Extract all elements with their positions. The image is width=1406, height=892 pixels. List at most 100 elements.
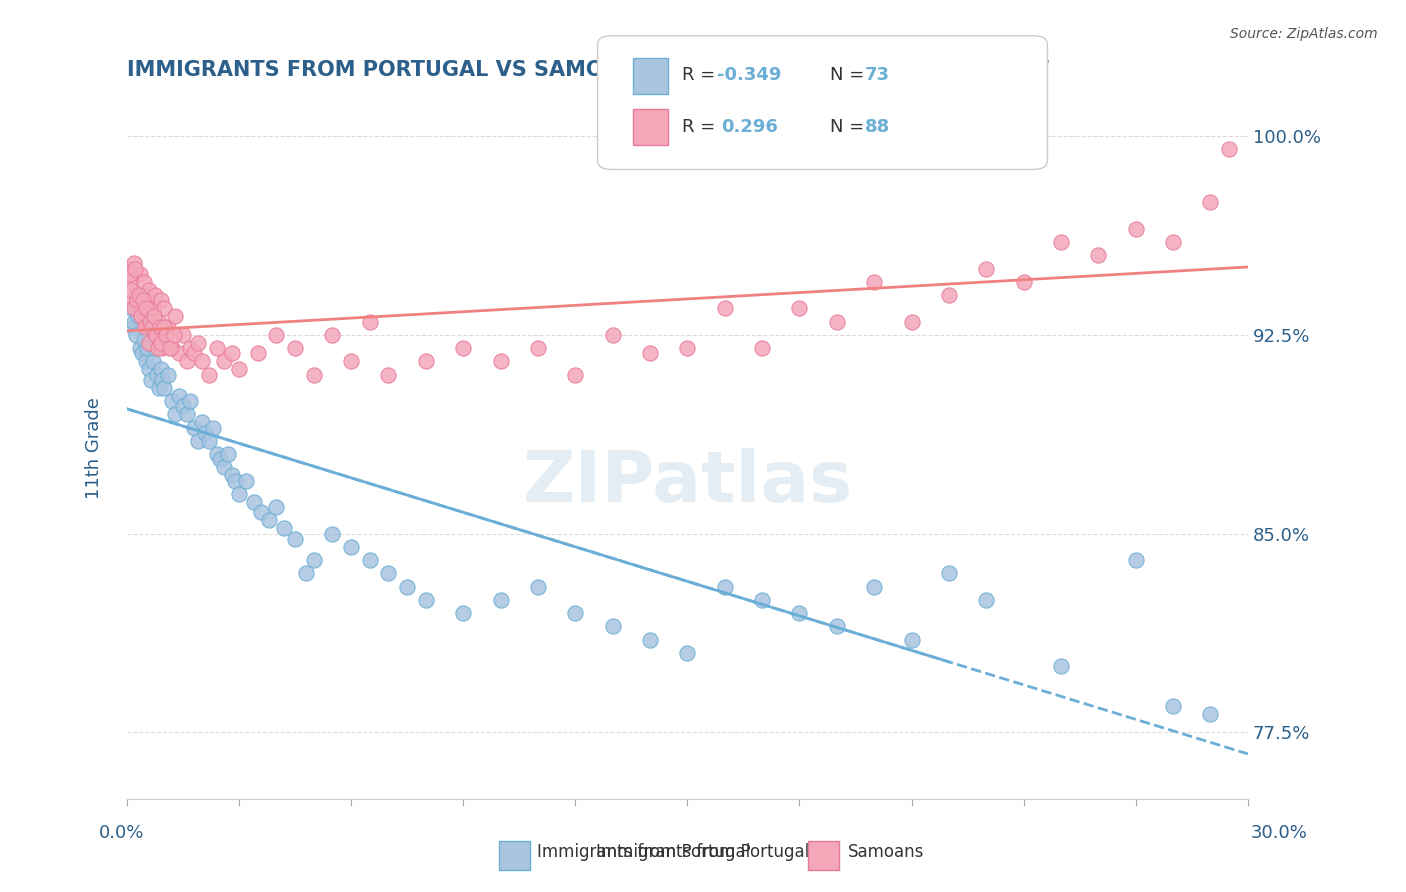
Point — [165, 310, 187, 324]
Point — [789, 301, 811, 316]
Point — [205, 447, 228, 461]
Point — [451, 341, 474, 355]
Point — [146, 327, 169, 342]
Point — [527, 341, 550, 355]
Point — [564, 368, 586, 382]
Text: Source: ZipAtlas.com: Source: ZipAtlas.com — [1230, 27, 1378, 41]
Point — [321, 526, 343, 541]
Point — [176, 354, 198, 368]
Point — [138, 362, 160, 376]
Point — [638, 632, 661, 647]
Text: Samoans: Samoans — [848, 843, 924, 861]
Point — [183, 420, 205, 434]
Point — [148, 315, 170, 329]
Point — [863, 580, 886, 594]
Point — [377, 566, 399, 581]
Point — [938, 288, 960, 302]
Point — [135, 354, 157, 368]
Point — [132, 333, 155, 347]
Point — [131, 346, 153, 360]
Point — [141, 320, 163, 334]
Point — [564, 606, 586, 620]
Point — [167, 389, 190, 403]
Point — [152, 373, 174, 387]
Point — [1125, 553, 1147, 567]
Point — [243, 495, 266, 509]
Point — [121, 293, 143, 308]
Point — [139, 315, 162, 329]
Point — [134, 320, 156, 334]
Point — [150, 335, 173, 350]
Text: Immigrants from Portugal: Immigrants from Portugal — [596, 843, 810, 861]
Text: 0.0%: 0.0% — [98, 824, 143, 842]
Point — [135, 301, 157, 316]
Point — [124, 256, 146, 270]
Point — [125, 288, 148, 302]
Point — [153, 301, 176, 316]
Point — [676, 646, 699, 660]
Point — [1161, 698, 1184, 713]
Point — [713, 301, 735, 316]
Point — [155, 327, 177, 342]
Point — [159, 341, 181, 355]
Point — [602, 619, 624, 633]
Point — [179, 394, 201, 409]
Point — [187, 335, 209, 350]
Text: -0.349: -0.349 — [717, 66, 782, 84]
Point — [187, 434, 209, 448]
Point — [138, 283, 160, 297]
Point — [1125, 222, 1147, 236]
Point — [138, 335, 160, 350]
Point — [284, 532, 307, 546]
Point — [295, 566, 318, 581]
Point — [183, 346, 205, 360]
Point — [212, 354, 235, 368]
Point — [217, 447, 239, 461]
Point — [124, 261, 146, 276]
Text: ZIPatlas: ZIPatlas — [522, 448, 852, 517]
Point — [190, 354, 212, 368]
Point — [146, 368, 169, 382]
Point — [129, 341, 152, 355]
Point — [148, 381, 170, 395]
Y-axis label: 11th Grade: 11th Grade — [86, 397, 103, 499]
Point — [900, 632, 922, 647]
Point — [789, 606, 811, 620]
Point — [340, 354, 363, 368]
Point — [751, 341, 773, 355]
Point — [201, 420, 224, 434]
Point — [321, 327, 343, 342]
Point — [194, 425, 217, 440]
Point — [974, 593, 997, 607]
Point — [120, 301, 142, 316]
Point — [228, 362, 250, 376]
Point — [1012, 275, 1035, 289]
Point — [145, 327, 167, 342]
Point — [359, 315, 381, 329]
Point — [221, 346, 243, 360]
Point — [146, 341, 169, 355]
Point — [396, 580, 419, 594]
Point — [212, 460, 235, 475]
Point — [302, 553, 325, 567]
Point — [489, 593, 512, 607]
Text: R =: R = — [682, 118, 727, 136]
Text: N =: N = — [830, 66, 869, 84]
Point — [257, 513, 280, 527]
Point — [377, 368, 399, 382]
Point — [136, 293, 159, 308]
Point — [676, 341, 699, 355]
Text: 0.296: 0.296 — [721, 118, 778, 136]
Point — [1218, 143, 1240, 157]
Point — [205, 341, 228, 355]
Text: IMMIGRANTS FROM PORTUGAL VS SAMOAN 11TH GRADE CORRELATION CHART: IMMIGRANTS FROM PORTUGAL VS SAMOAN 11TH … — [127, 60, 1049, 79]
Point — [142, 354, 165, 368]
Point — [129, 310, 152, 324]
Point — [863, 275, 886, 289]
Point — [149, 293, 172, 308]
Point — [141, 320, 163, 334]
Point — [900, 315, 922, 329]
Point — [149, 362, 172, 376]
Point — [266, 327, 288, 342]
Point — [152, 341, 174, 355]
